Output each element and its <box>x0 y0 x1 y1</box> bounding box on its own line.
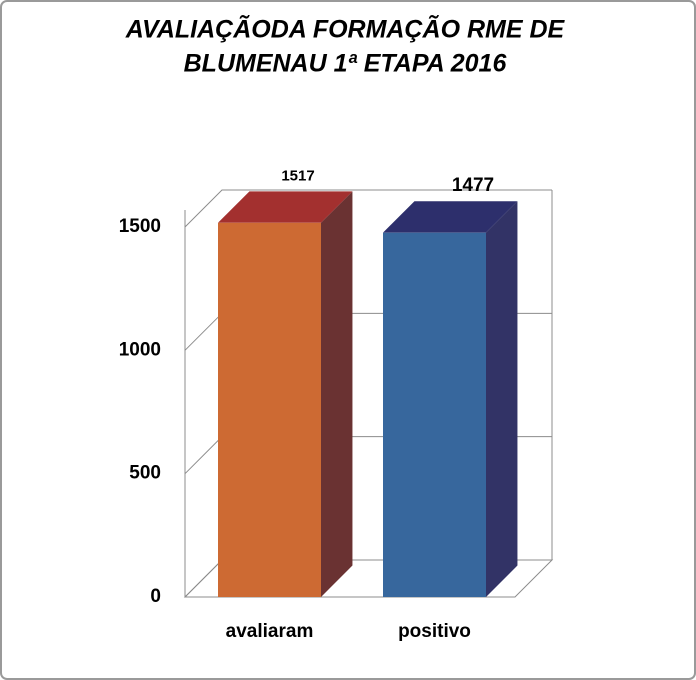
y-tick-label: 0 <box>150 586 161 607</box>
chart-title: AVALIAÇÃODA FORMAÇÃO RME DE <box>125 14 566 44</box>
bar <box>383 232 486 597</box>
value-label: 1517 <box>281 167 314 184</box>
bar-side <box>486 201 518 597</box>
y-tick-label: 1000 <box>119 339 161 360</box>
x-tick-label: positivo <box>398 621 471 642</box>
chart-title: BLUMENAU 1ª ETAPA 2016 <box>184 50 508 78</box>
y-tick-label: 500 <box>129 463 161 484</box>
value-label: 1477 <box>452 175 494 196</box>
x-tick-label: avaliaram <box>226 621 314 642</box>
bar-side <box>321 191 353 597</box>
bar-top <box>218 191 353 223</box>
bar-top <box>383 201 518 233</box>
bar <box>218 222 321 597</box>
y-tick-label: 1500 <box>119 216 161 237</box>
grid-line <box>184 189 552 228</box>
